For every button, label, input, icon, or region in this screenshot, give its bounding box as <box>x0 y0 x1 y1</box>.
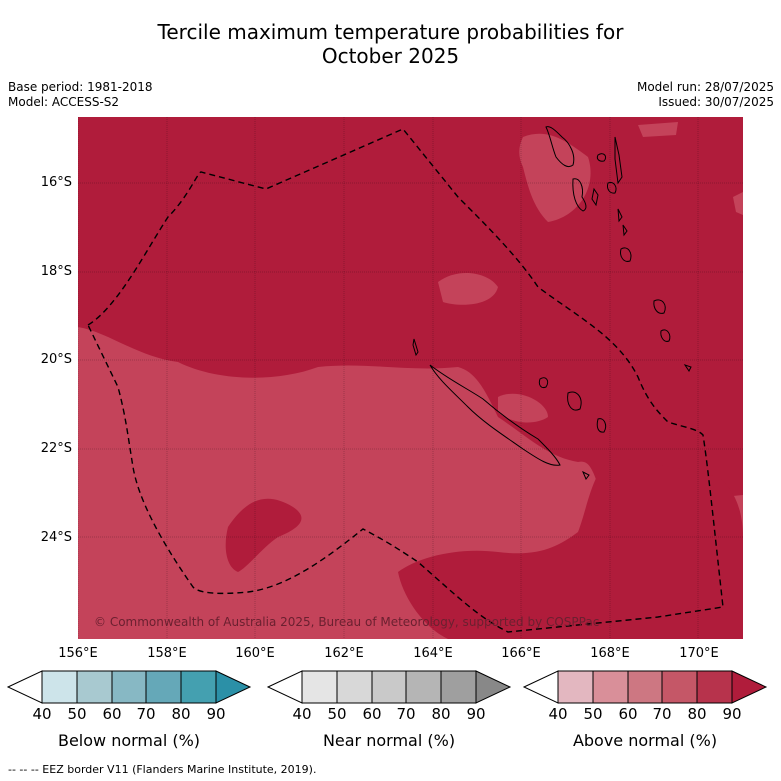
above-normal-label: Above normal (%) <box>572 731 718 750</box>
above-bin-60-70 <box>627 670 663 704</box>
below-tick-70: 70 <box>136 705 156 723</box>
below-bin-70-80 <box>145 670 182 704</box>
lat-label-18s: 18°S <box>40 264 72 279</box>
colorbars <box>6 670 768 704</box>
lon-label-170e: 170°E <box>679 646 719 661</box>
near-bin-60-70 <box>371 670 407 704</box>
title-line-1: Tercile maximum temperature probabilitie… <box>157 20 624 44</box>
near-bin-over-90 <box>475 670 512 704</box>
near-bin-80-90 <box>440 670 477 704</box>
below-normal-label: Below normal (%) <box>57 731 201 750</box>
probability-map: © Commonwealth of Australia 2025, Bureau… <box>78 117 743 639</box>
near-tick-90: 90 <box>466 705 486 723</box>
lat-label-16s: 16°S <box>40 175 72 190</box>
below-normal-colorbar <box>6 670 252 704</box>
meta-right: Model run: 28/07/2025 Issued: 30/07/2025 <box>637 80 774 110</box>
above-tick-80: 80 <box>687 705 707 723</box>
lon-label-168e: 168°E <box>590 646 630 661</box>
below-tick-50: 50 <box>67 705 87 723</box>
above-tick-60: 60 <box>618 705 638 723</box>
below-bin-80-90 <box>180 670 217 704</box>
above-bin-under-40 <box>522 670 559 704</box>
above-bin-over-90 <box>731 670 768 704</box>
below-tick-60: 60 <box>102 705 122 723</box>
below-tick-40: 40 <box>32 705 52 723</box>
map-title: Tercile maximum temperature probabilitie… <box>0 20 781 68</box>
lat-label-22s: 22°S <box>40 441 72 456</box>
base-period: Base period: 1981-2018 <box>8 80 153 94</box>
copyright-notice: © Commonwealth of Australia 2025, Bureau… <box>94 615 599 629</box>
above-tick-90: 90 <box>722 705 742 723</box>
above-tick-50: 50 <box>583 705 603 723</box>
near-tick-40: 40 <box>292 705 312 723</box>
above-normal-colorbar <box>522 670 768 704</box>
below-bin-50-60 <box>76 670 113 704</box>
near-normal-colorbar <box>266 670 512 704</box>
lat-label-24s: 24°S <box>40 530 72 545</box>
coastlines <box>412 126 692 480</box>
above-bin-50-60 <box>592 670 629 704</box>
above-bin-80-90 <box>696 670 733 704</box>
near-normal-label: Near normal (%) <box>322 731 456 750</box>
lon-label-162e: 162°E <box>324 646 364 661</box>
near-bin-40-50 <box>301 670 338 704</box>
lon-label-158e: 158°E <box>147 646 187 661</box>
graticule <box>78 117 743 639</box>
near-bin-under-40 <box>266 670 303 704</box>
lon-label-156e: 156°E <box>58 646 98 661</box>
below-bin-over-90 <box>215 670 252 704</box>
lon-label-160e: 160°E <box>235 646 275 661</box>
issued-date: Issued: 30/07/2025 <box>658 95 774 109</box>
lat-label-20s: 20°S <box>40 352 72 367</box>
near-tick-70: 70 <box>396 705 416 723</box>
model-run: Model run: 28/07/2025 <box>636 80 774 94</box>
near-tick-80: 80 <box>431 705 451 723</box>
below-bin-60-70 <box>111 670 147 704</box>
model-name: Model: ACCESS-S2 <box>8 95 120 109</box>
below-bin-40-50 <box>41 670 78 704</box>
eez-border-legend: -- -- -- EEZ border V11 (Flanders Marine… <box>8 763 317 776</box>
below-tick-80: 80 <box>171 705 191 723</box>
below-bin-under-40 <box>6 670 43 704</box>
darker-probability-patches <box>225 457 743 639</box>
above-bin-70-80 <box>661 670 698 704</box>
near-tick-60: 60 <box>362 705 382 723</box>
meta-left: Base period: 1981-2018 Model: ACCESS-S2 <box>8 80 153 110</box>
below-tick-90: 90 <box>206 705 226 723</box>
title-line-2: October 2025 <box>321 44 460 68</box>
near-tick-50: 50 <box>327 705 347 723</box>
near-bin-50-60 <box>336 670 373 704</box>
lon-label-166e: 166°E <box>501 646 541 661</box>
near-bin-70-80 <box>405 670 442 704</box>
eez-border <box>87 128 724 633</box>
lon-label-164e: 164°E <box>413 646 453 661</box>
above-tick-70: 70 <box>652 705 672 723</box>
map-svg: © Commonwealth of Australia 2025, Bureau… <box>78 117 743 639</box>
above-tick-40: 40 <box>548 705 568 723</box>
above-bin-40-50 <box>557 670 594 704</box>
